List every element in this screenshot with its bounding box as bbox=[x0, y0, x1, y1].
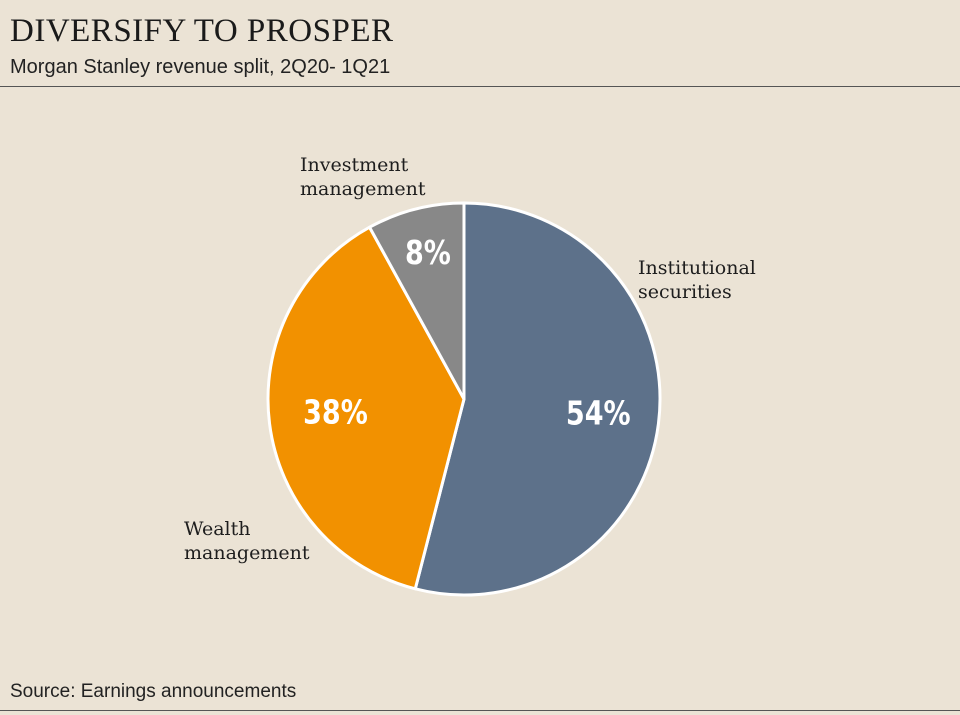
bottom-divider bbox=[0, 710, 960, 711]
slice-category-label: Investment management bbox=[300, 154, 426, 200]
slice-value-label: 54% bbox=[566, 395, 631, 433]
source-note: Source: Earnings announcements bbox=[10, 681, 297, 702]
slice-value-label: 38% bbox=[303, 394, 368, 432]
pie-slice-institutional-securities bbox=[413, 201, 662, 597]
pie-slice-wealth-management bbox=[266, 225, 466, 591]
slice-category-label: Institutional securities bbox=[638, 257, 756, 303]
slice-value-label: 8% bbox=[405, 234, 451, 272]
slice-category-label: Wealth management bbox=[184, 518, 310, 564]
chart-title: DIVERSIFY TO PROSPER bbox=[10, 13, 394, 49]
top-divider bbox=[0, 86, 960, 87]
pie-slice-investment-management bbox=[368, 201, 466, 401]
chart-subtitle: Morgan Stanley revenue split, 2Q20- 1Q21 bbox=[10, 56, 391, 78]
